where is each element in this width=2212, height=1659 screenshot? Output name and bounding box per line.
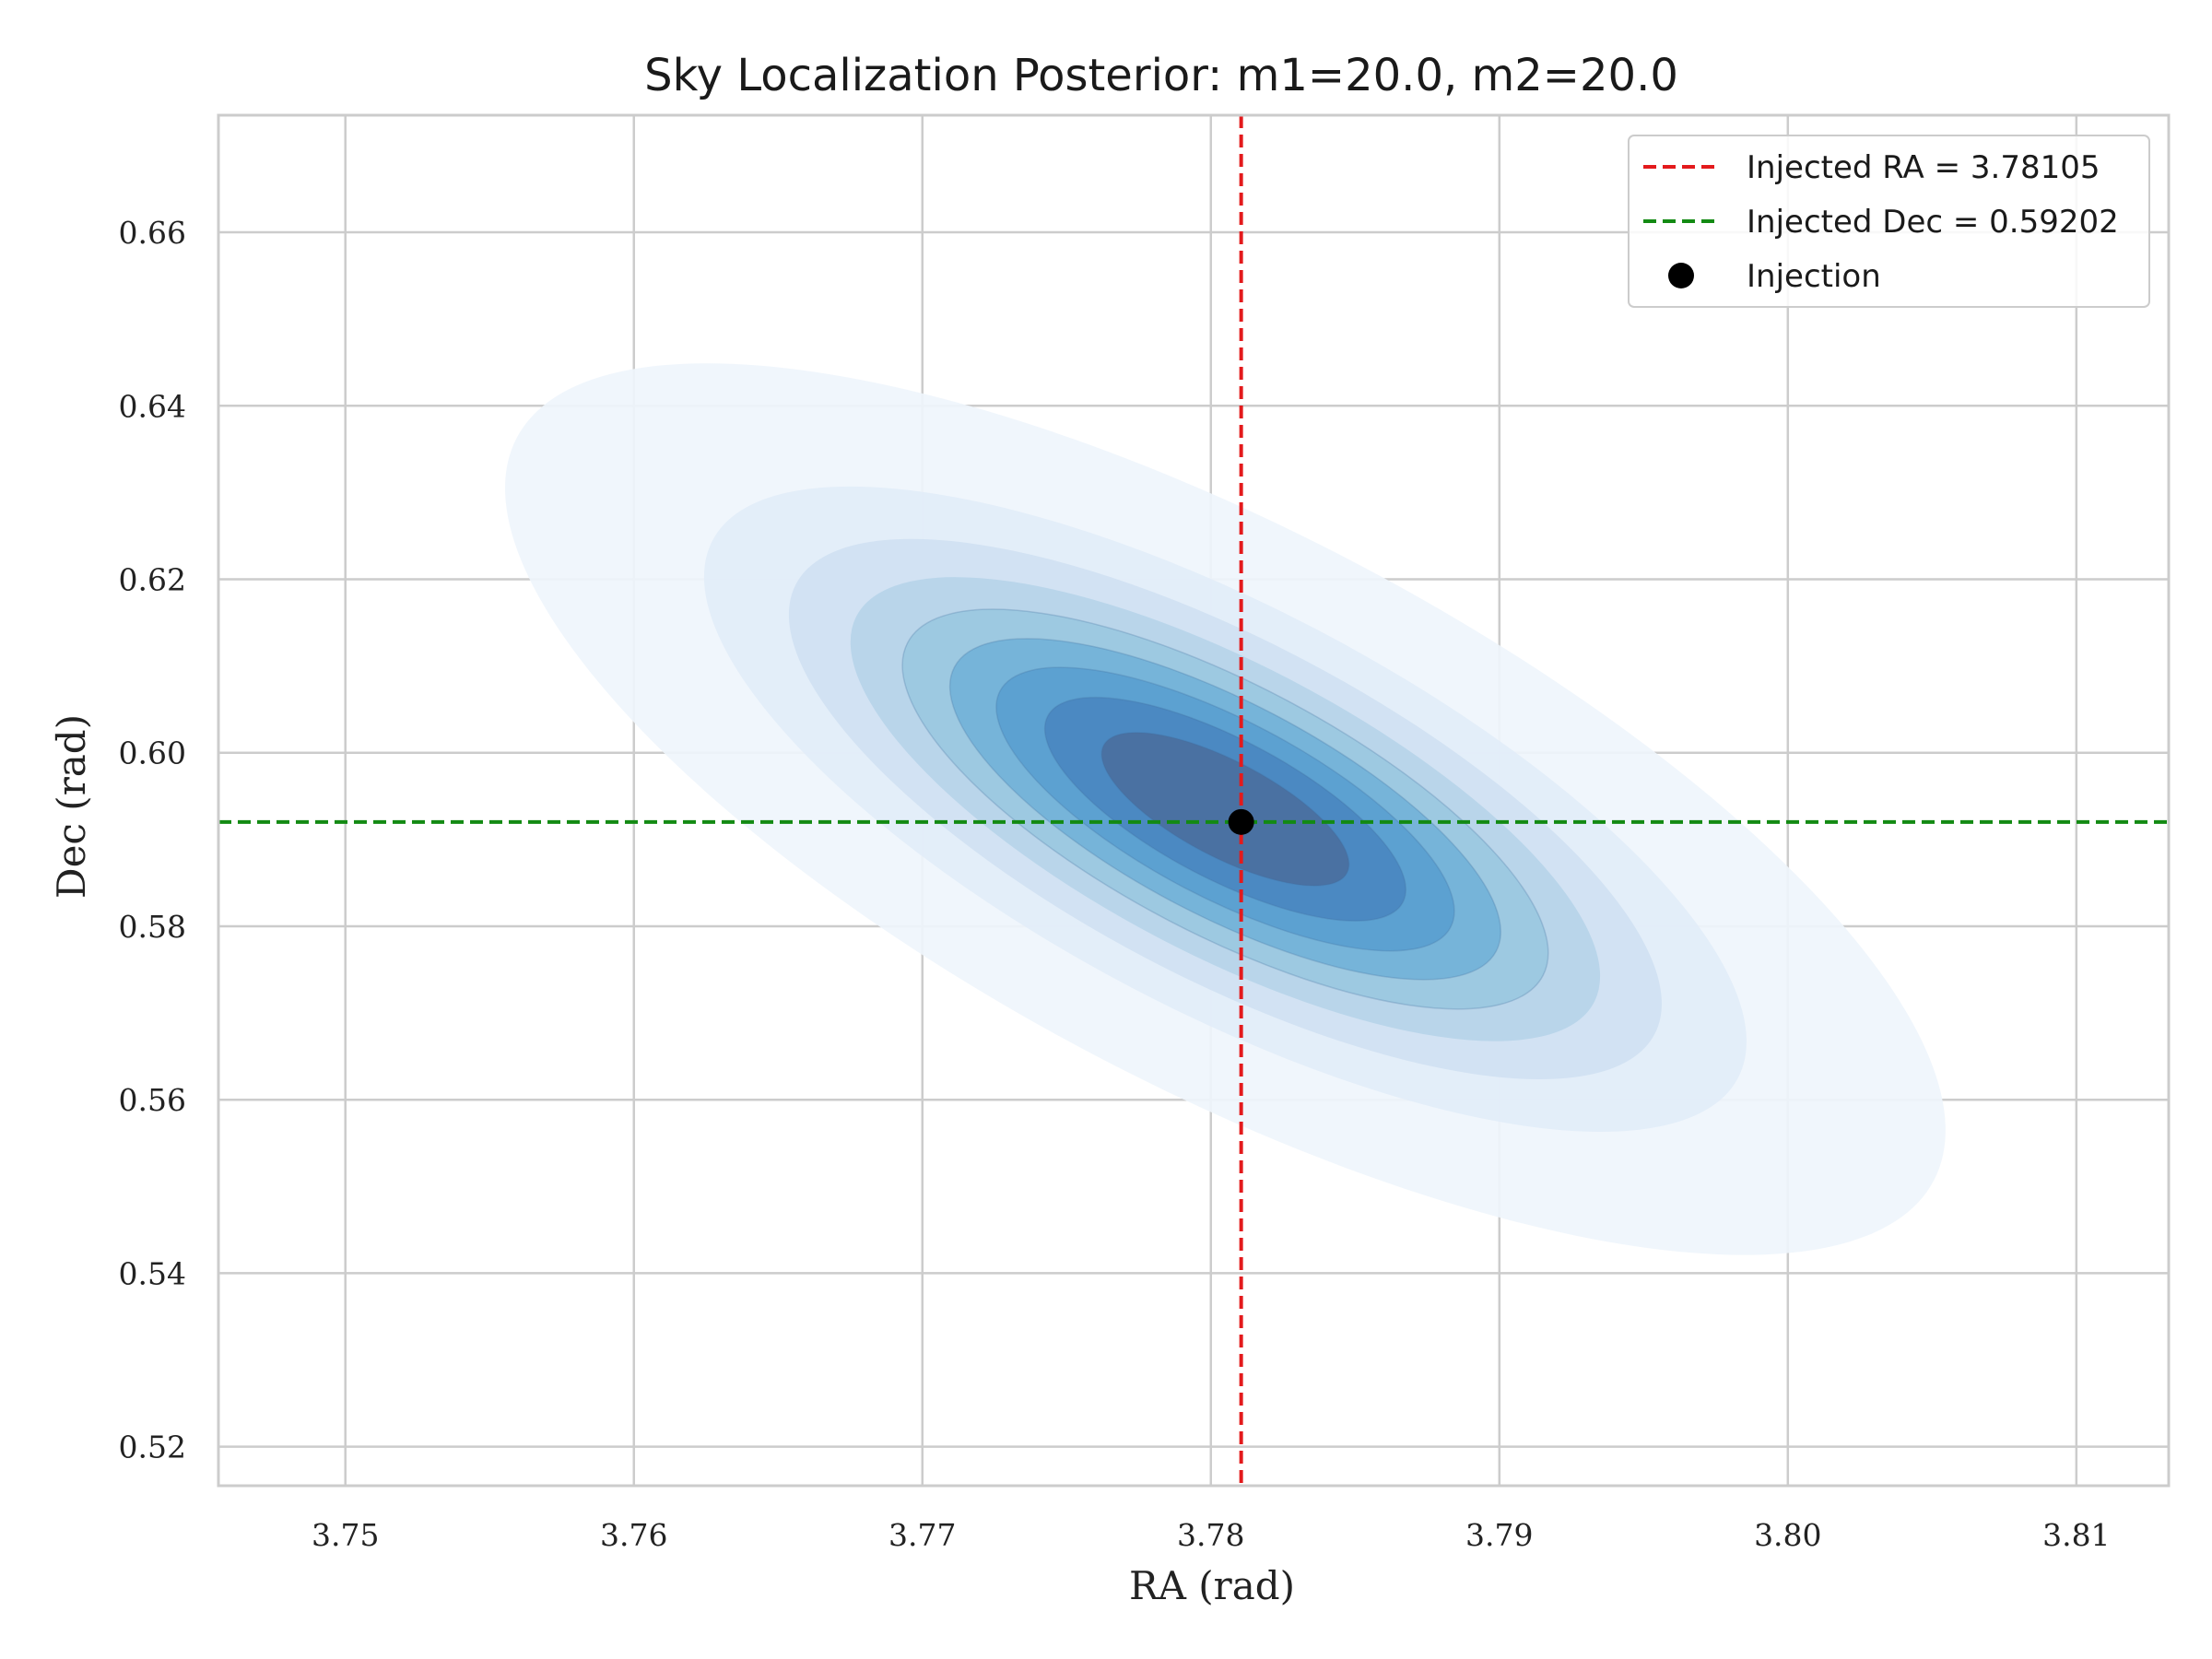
y-tick-label-4: 0.60 — [119, 735, 186, 771]
legend-injection-label: Injection — [1747, 258, 1881, 295]
legend-injection-marker — [1668, 263, 1694, 288]
x-tick-label-2: 3.77 — [888, 1517, 956, 1553]
legend-dec-label: Injected Dec = 0.59202 — [1747, 204, 2119, 241]
plot-area: 3.75 3.76 3.77 3.78 3.79 3.80 3.81 0.52 0.54 0.56… — [119, 113, 2171, 1553]
x-tick-label-5: 3.80 — [1754, 1517, 1821, 1553]
injection-point — [1228, 808, 1254, 835]
x-tick-label-4: 3.79 — [1465, 1517, 1533, 1553]
y-tick-label-3: 0.58 — [119, 909, 186, 945]
x-tick-label-1: 3.76 — [600, 1517, 667, 1553]
legend: Injected RA = 3.78105 Injected Dec = 0.5… — [1628, 135, 2150, 308]
x-axis-label: RA (rad) — [1129, 1563, 1295, 1608]
chart-title: Sky Localization Posterior: m1=20.0, m2=… — [644, 50, 1678, 101]
y-tick-label-6: 0.64 — [119, 388, 186, 424]
y-tick-label-7: 0.66 — [119, 215, 186, 251]
x-tick-label-6: 3.81 — [2042, 1517, 2110, 1553]
legend-box — [1628, 135, 2150, 308]
density-contour-level-9 — [1100, 732, 1350, 887]
y-axis-label: Dec (rad) — [49, 714, 94, 899]
plot-frame — [217, 113, 2171, 1488]
y-tick-label-0: 0.52 — [119, 1430, 186, 1465]
y-tick-label-1: 0.54 — [119, 1255, 186, 1291]
y-tick-label-5: 0.62 — [119, 562, 186, 598]
x-tick-label-0: 3.75 — [312, 1517, 379, 1553]
x-tick-label-3: 3.78 — [1177, 1517, 1244, 1553]
y-tick-label-2: 0.56 — [119, 1082, 186, 1118]
legend-ra-label: Injected RA = 3.78105 — [1747, 149, 2100, 186]
